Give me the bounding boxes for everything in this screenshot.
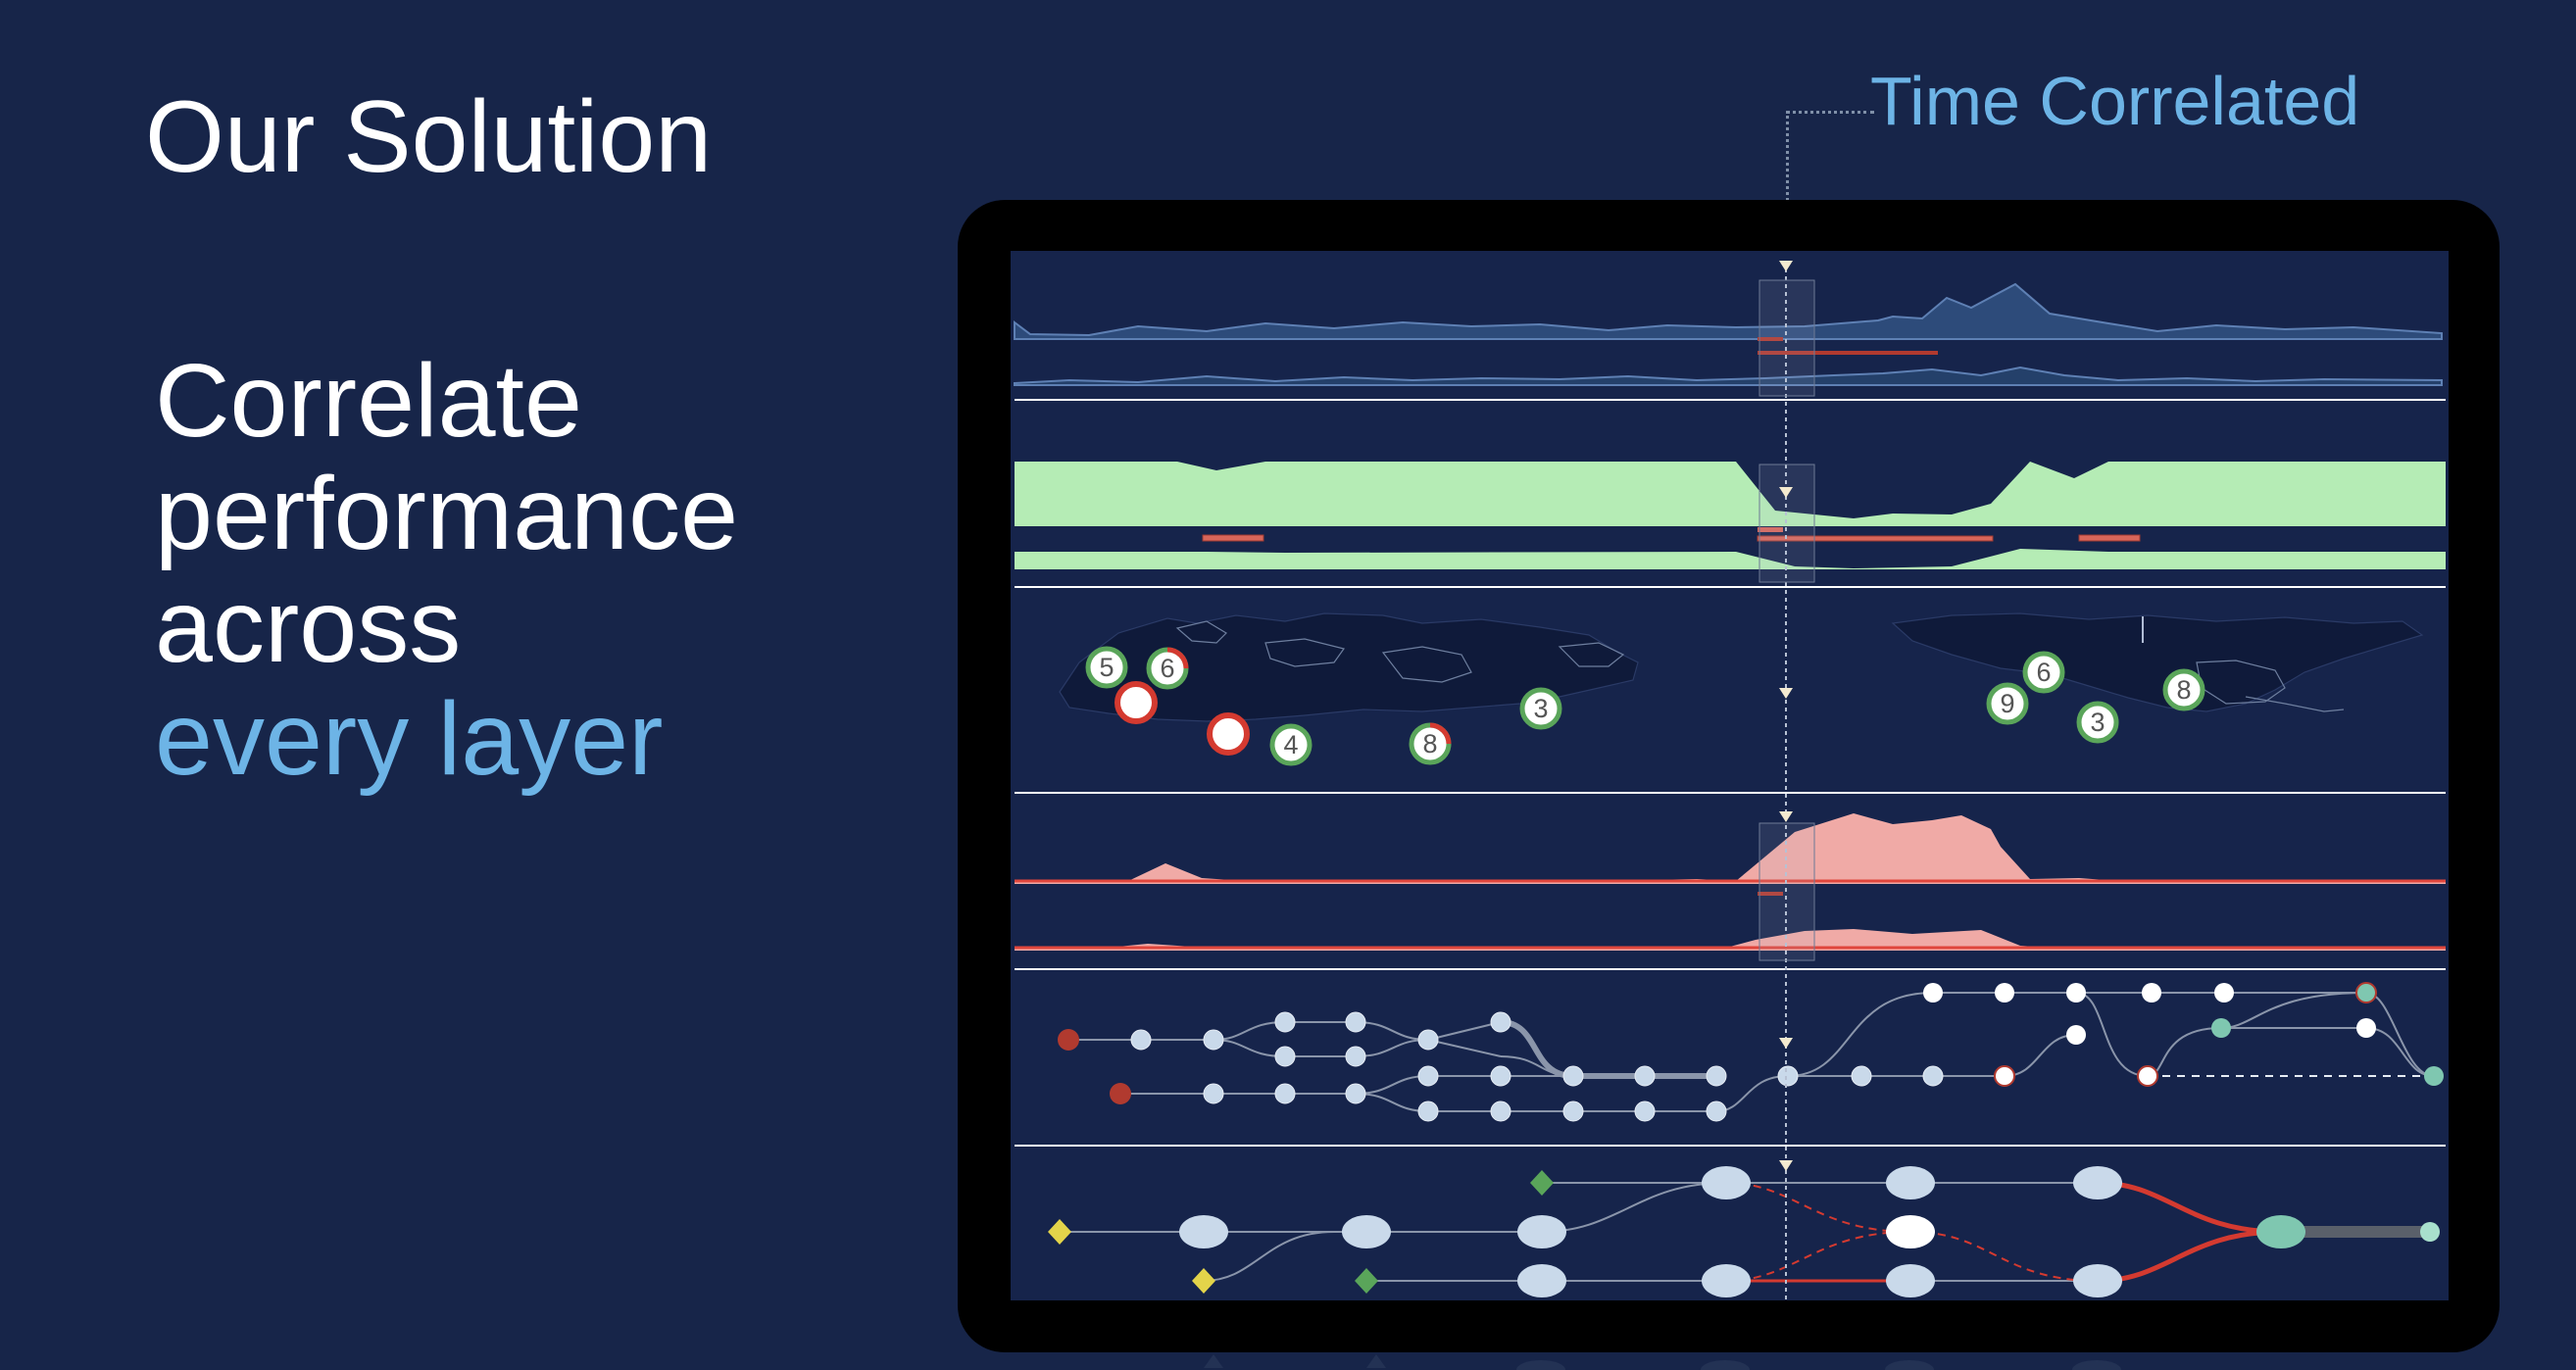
map-marker-label: 4: [1283, 730, 1298, 759]
callout-leader-horizontal: [1786, 111, 1874, 114]
callout-time-correlated: Time Correlated: [1870, 63, 2360, 139]
map-marker-alert[interactable]: [1115, 681, 1158, 724]
panel-flow-graph: [1015, 982, 2446, 1147]
panel-topology: [1048, 1166, 2440, 1297]
screen-reflection: [1204, 1354, 2121, 1370]
map-marker[interactable]: 8: [2162, 668, 2205, 711]
map-marker-alert[interactable]: [1207, 712, 1250, 756]
headline-line-1: Correlate: [155, 343, 582, 459]
panel-world-map: [1015, 612, 2446, 794]
panel-availability: [1015, 462, 2446, 588]
dashboard-screen: 5 6 4 8 3 6 9 3: [1011, 251, 2449, 1300]
map-marker[interactable]: 5: [1085, 646, 1128, 689]
map-marker-label: 6: [1160, 654, 1174, 683]
time-marker-icon: [1779, 261, 1793, 1171]
map-marker[interactable]: 8: [1409, 722, 1452, 765]
map-marker-label: 3: [1533, 694, 1548, 723]
map-marker-label: 3: [2090, 708, 2105, 737]
map-marker[interactable]: 6: [2022, 651, 2065, 694]
map-marker-label: 5: [1099, 653, 1114, 682]
callout-leader-vertical: [1786, 111, 1789, 201]
map-markers: 5 6 4 8 3 6 9 3: [1085, 646, 2205, 766]
map-marker[interactable]: 9: [1986, 682, 2029, 725]
dashboard-visualization: 5 6 4 8 3 6 9 3: [1014, 261, 2446, 1300]
headline-line-2: performance: [155, 456, 739, 571]
map-marker-label: 9: [2000, 689, 2014, 718]
slide-title: Our Solution: [145, 80, 713, 194]
panel-traffic: [1014, 282, 2446, 401]
headline-line-3: across: [155, 568, 462, 684]
map-marker[interactable]: 3: [1519, 687, 1562, 730]
map-marker-label: 6: [2036, 658, 2051, 687]
headline-accent: every layer: [155, 681, 664, 797]
map-marker[interactable]: 3: [2076, 701, 2119, 744]
panel-errors: [1015, 813, 2446, 970]
time-cursor: [1759, 261, 1815, 1300]
map-marker[interactable]: 6: [1146, 647, 1189, 690]
world-map-icon: [1059, 612, 2424, 722]
map-marker[interactable]: 4: [1269, 723, 1313, 766]
map-marker-label: 8: [1422, 729, 1437, 758]
map-marker-label: 8: [2176, 675, 2191, 705]
headline: Correlate performance across every layer: [155, 345, 738, 796]
